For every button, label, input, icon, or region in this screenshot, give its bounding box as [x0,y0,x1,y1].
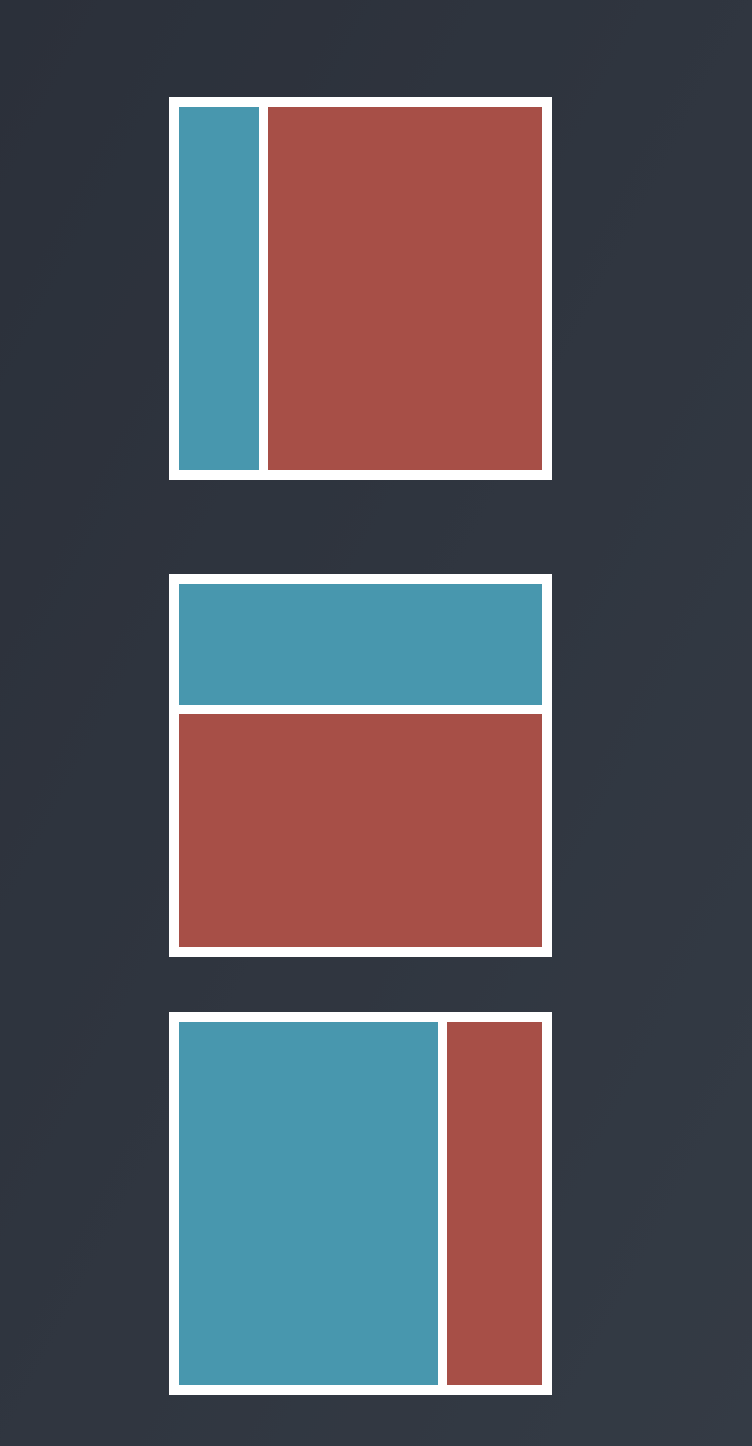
layout-3-blue-panel [179,1022,438,1385]
layout-box-2 [169,574,552,957]
layout-3-red-panel [447,1022,542,1385]
layout-2-blue-panel [179,584,542,705]
layout-1-red-panel [268,107,542,470]
layout-2-red-panel [179,714,542,947]
layout-box-1 [169,97,552,480]
layout-1-panels [179,107,542,470]
layout-3-panels [179,1022,542,1385]
layout-box-3 [169,1012,552,1395]
layout-1-blue-panel [179,107,259,470]
layout-2-panels [179,584,542,947]
